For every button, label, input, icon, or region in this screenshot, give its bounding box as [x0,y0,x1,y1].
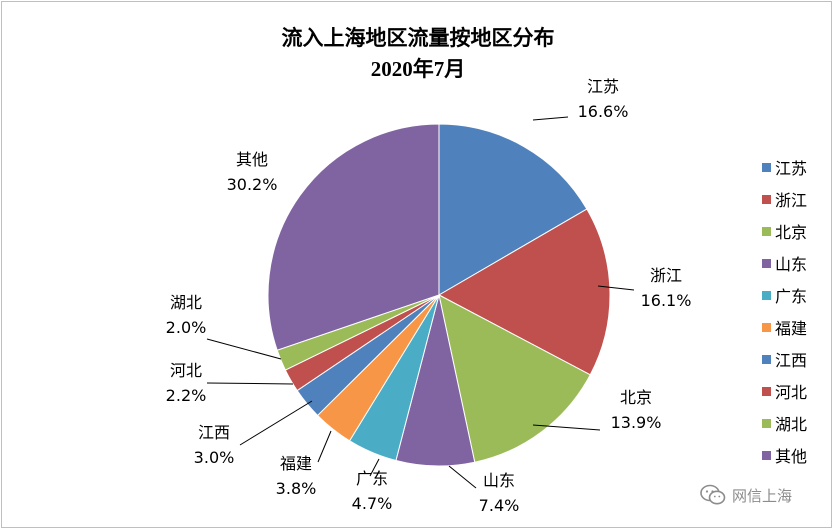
legend-swatch [762,258,771,268]
pie-slice-3 [438,294,591,463]
data-label-name-3: 北京 [620,388,652,407]
legend-label: 福建 [775,319,808,338]
data-label-name-2: 浙江 [650,266,682,285]
legend-swatch [762,418,771,428]
leader-line-8 [206,382,294,385]
legend-item-7: 江西 [762,343,828,375]
leader-line-9 [206,338,282,360]
leader-line-2 [597,285,635,291]
legend: 江苏浙江北京山东广东福建江西河北湖北其他 [762,151,828,471]
legend-label: 北京 [775,223,808,242]
wechat-icon [700,484,726,505]
data-label-value-5: 4.7% [352,494,393,513]
legend-label: 湖北 [775,415,808,434]
data-label-value-7: 3.0% [194,448,235,467]
legend-swatch [762,162,771,172]
legend-label: 广东 [775,287,808,306]
data-label-name-4: 山东 [483,471,515,490]
legend-label: 江西 [775,351,808,370]
data-label-value-9: 2.0% [166,318,207,337]
data-label-name-7: 江西 [198,423,230,442]
data-label-value-3: 13.9% [611,413,662,432]
legend-item-5: 广东 [762,279,828,311]
data-label-value-10: 30.2% [227,175,278,194]
leader-lines [206,116,635,489]
legend-item-3: 北京 [762,215,828,247]
leader-line-3 [532,424,601,431]
legend-item-10: 其他 [762,439,828,471]
leader-line-6 [317,430,332,463]
pie-slices [267,123,611,467]
pie-slice-10 [267,123,440,351]
legend-item-8: 河北 [762,375,828,407]
pie-slice-2 [437,208,611,376]
chart-title: 流入上海地区流量按地区分布 [281,26,555,50]
data-label-name-6: 福建 [280,454,312,473]
data-label-value-1: 16.6% [578,102,629,121]
legend-item-1: 江苏 [762,151,828,183]
leader-line-7 [239,400,313,446]
leader-line-1 [532,116,569,121]
data-label-name-1: 江苏 [587,77,619,96]
legend-swatch [762,386,771,396]
pie-slice-1 [438,123,588,296]
data-label-name-10: 其他 [236,150,268,169]
watermark-text: 网信上海 [732,486,793,505]
data-label-name-9: 湖北 [170,293,202,312]
legend-swatch [762,450,771,460]
legend-swatch [762,322,771,332]
data-label-name-5: 广东 [356,469,388,488]
legend-label: 其他 [775,447,808,466]
legend-item-6: 福建 [762,311,828,343]
legend-item-2: 浙江 [762,183,828,215]
legend-label: 浙江 [775,191,808,210]
legend-label: 山东 [775,255,808,274]
legend-label: 河北 [775,383,808,402]
leader-line-5 [369,458,380,477]
legend-swatch [762,194,771,204]
legend-item-4: 山东 [762,247,828,279]
watermark: 网信上海 [700,484,792,506]
legend-swatch [762,354,771,364]
data-labels: 江苏 16.6% 浙江 16.1% 北京 13.9% 山东 7.4% 广东 4.7% 福建 3.8% 江… [166,77,692,515]
legend-swatch [762,226,771,236]
chart-subtitle: 2020年7月 [370,57,466,81]
legend-swatch [762,290,771,300]
data-label-value-6: 3.8% [276,479,317,498]
leader-line-4 [448,465,477,489]
data-label-value-8: 2.2% [166,386,207,405]
legend-label: 江苏 [775,159,808,178]
data-label-name-8: 河北 [170,361,202,380]
legend-item-9: 湖北 [762,407,828,439]
data-label-value-2: 16.1% [641,291,692,310]
data-label-value-4: 7.4% [479,496,520,515]
